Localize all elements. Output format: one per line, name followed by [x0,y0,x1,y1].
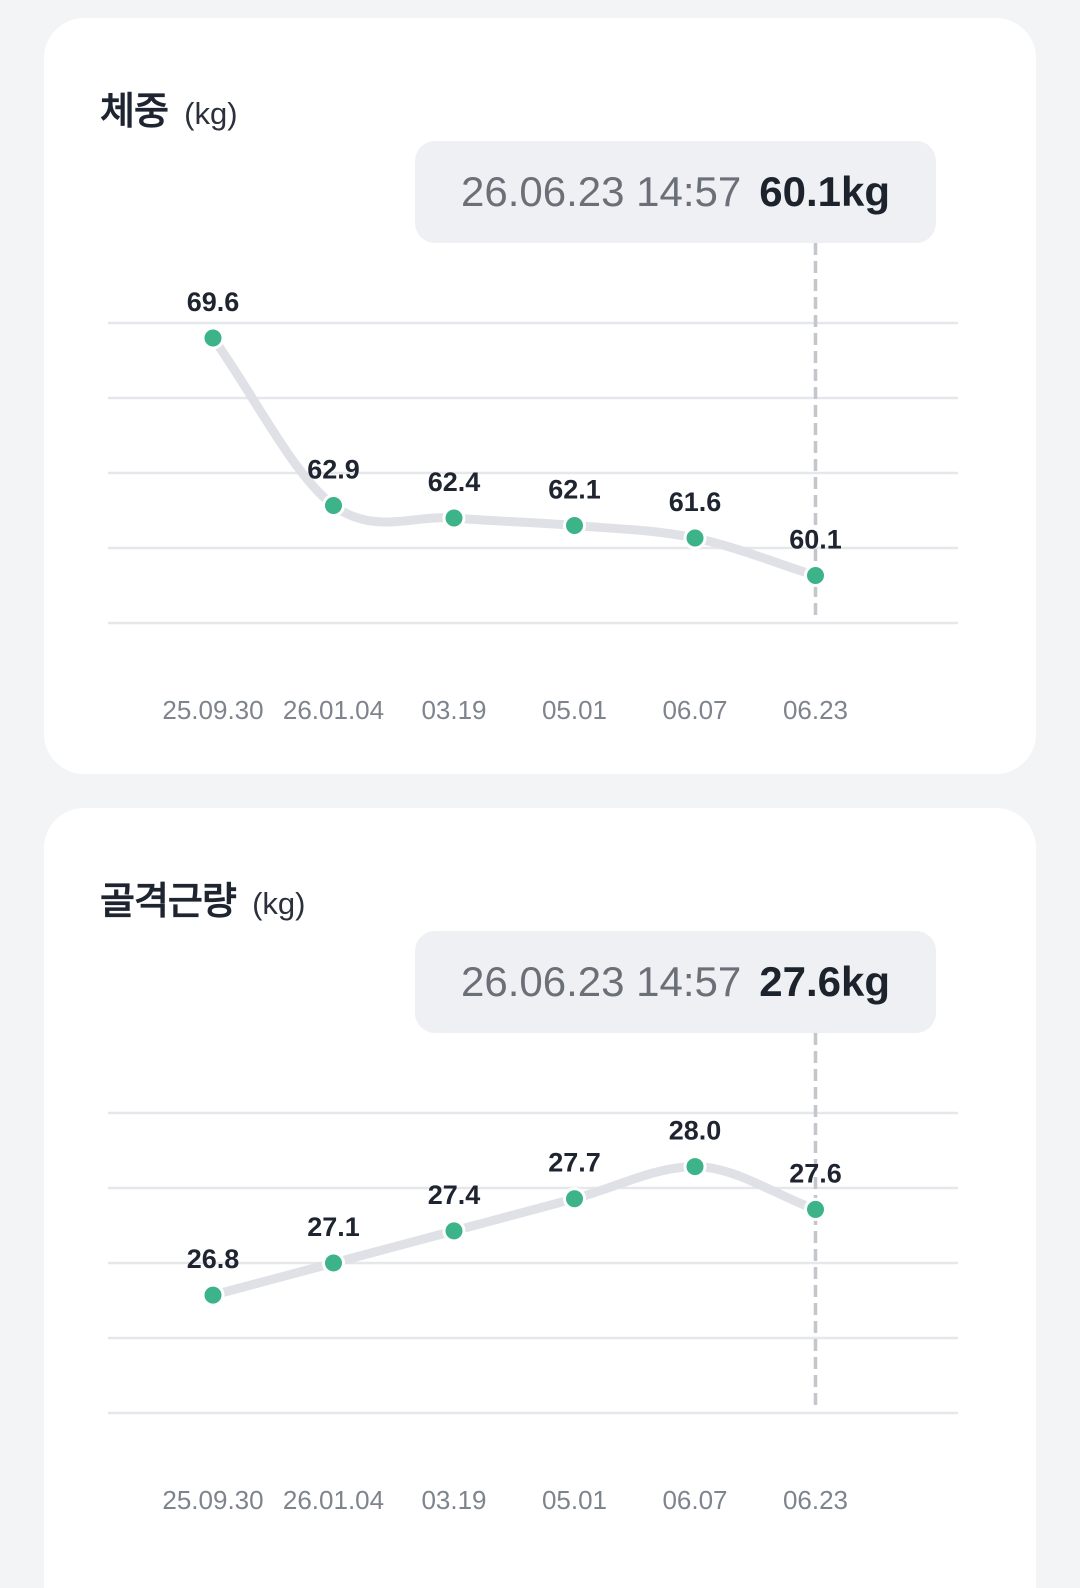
muscle-series-line [208,1162,820,1300]
weight-point[interactable] [683,526,707,550]
muscle-x-tick-label: 03.19 [421,1485,486,1515]
weight-point[interactable] [442,506,466,530]
weight-point[interactable] [804,564,827,587]
muscle-point[interactable] [322,1251,345,1275]
muscle-point[interactable] [683,1155,707,1179]
weight-x-tick-label: 03.19 [421,695,486,725]
weight-chart-card: 체중 (kg) 69.6 62.9 62.4 62.1 61.6 60.1 25.09.30… [44,18,1036,774]
weight-point[interactable] [201,326,225,350]
weight-x-tick-label: 05.01 [542,695,607,725]
weight-value-label: 62.4 [428,467,481,497]
weight-value-label: 60.1 [789,525,842,555]
muscle-value-label: 26.8 [187,1244,240,1274]
muscle-point[interactable] [563,1187,586,1211]
weight-x-tick-label: 06.23 [783,695,848,725]
weight-value-label: 62.9 [307,455,360,485]
weight-tooltip-value: 60.1kg [759,168,891,215]
muscle-x-tick-label: 06.23 [783,1485,848,1515]
muscle-tooltip-date: 26.06.23 14:57 [460,958,742,1005]
muscle-x-tick-label: 06.07 [662,1485,727,1515]
muscle-value-label: 27.6 [789,1158,842,1188]
weight-x-tick-label: 06.07 [662,695,727,725]
muscle-x-tick-label: 05.01 [542,1485,607,1515]
muscle-x-tick-label: 25.09.30 [162,1485,263,1515]
muscle-chart-card: 골격근량 (kg) 26.8 27.1 27.4 27.7 28.0 27.6 25.09.… [44,808,1036,1588]
muscle-value-label: 27.7 [548,1148,601,1178]
muscle-value-label: 27.1 [307,1212,360,1242]
weight-value-label: 62.1 [548,475,601,505]
muscle-point[interactable] [442,1219,466,1243]
muscle-x-tick-label: 26.01.04 [283,1485,384,1515]
weight-point[interactable] [563,514,586,537]
muscle-tooltip: 26.06.23 14:57 27.6kg [415,931,936,1033]
weight-value-label: 69.6 [187,287,240,317]
weight-point[interactable] [322,494,345,517]
weight-tooltip-date: 26.06.23 14:57 [460,168,742,215]
weight-line-chart[interactable]: 69.6 62.9 62.4 62.1 61.6 60.1 25.09.30 26.01.04… [44,18,1036,774]
muscle-point[interactable] [201,1283,225,1307]
muscle-chart-title: 골격근량 (kg) [100,879,306,923]
muscle-chart-unit: (kg) [252,886,306,921]
muscle-point[interactable] [804,1197,827,1221]
muscle-line-chart[interactable]: 26.8 27.1 27.4 27.7 28.0 27.6 25.09.30 26.01.04… [44,808,1036,1564]
weight-chart-unit: (kg) [184,96,238,131]
weight-x-tick-label: 26.01.04 [283,695,384,725]
weight-value-label: 61.6 [669,487,722,517]
muscle-tooltip-value: 27.6kg [759,958,891,1005]
muscle-value-label: 28.0 [669,1116,722,1146]
weight-chart-title: 체중 (kg) [100,89,238,133]
weight-tooltip: 26.06.23 14:57 60.1kg [415,141,936,243]
weight-series-line [208,333,820,580]
weight-x-tick-label: 25.09.30 [162,695,263,725]
muscle-value-label: 27.4 [428,1180,481,1210]
